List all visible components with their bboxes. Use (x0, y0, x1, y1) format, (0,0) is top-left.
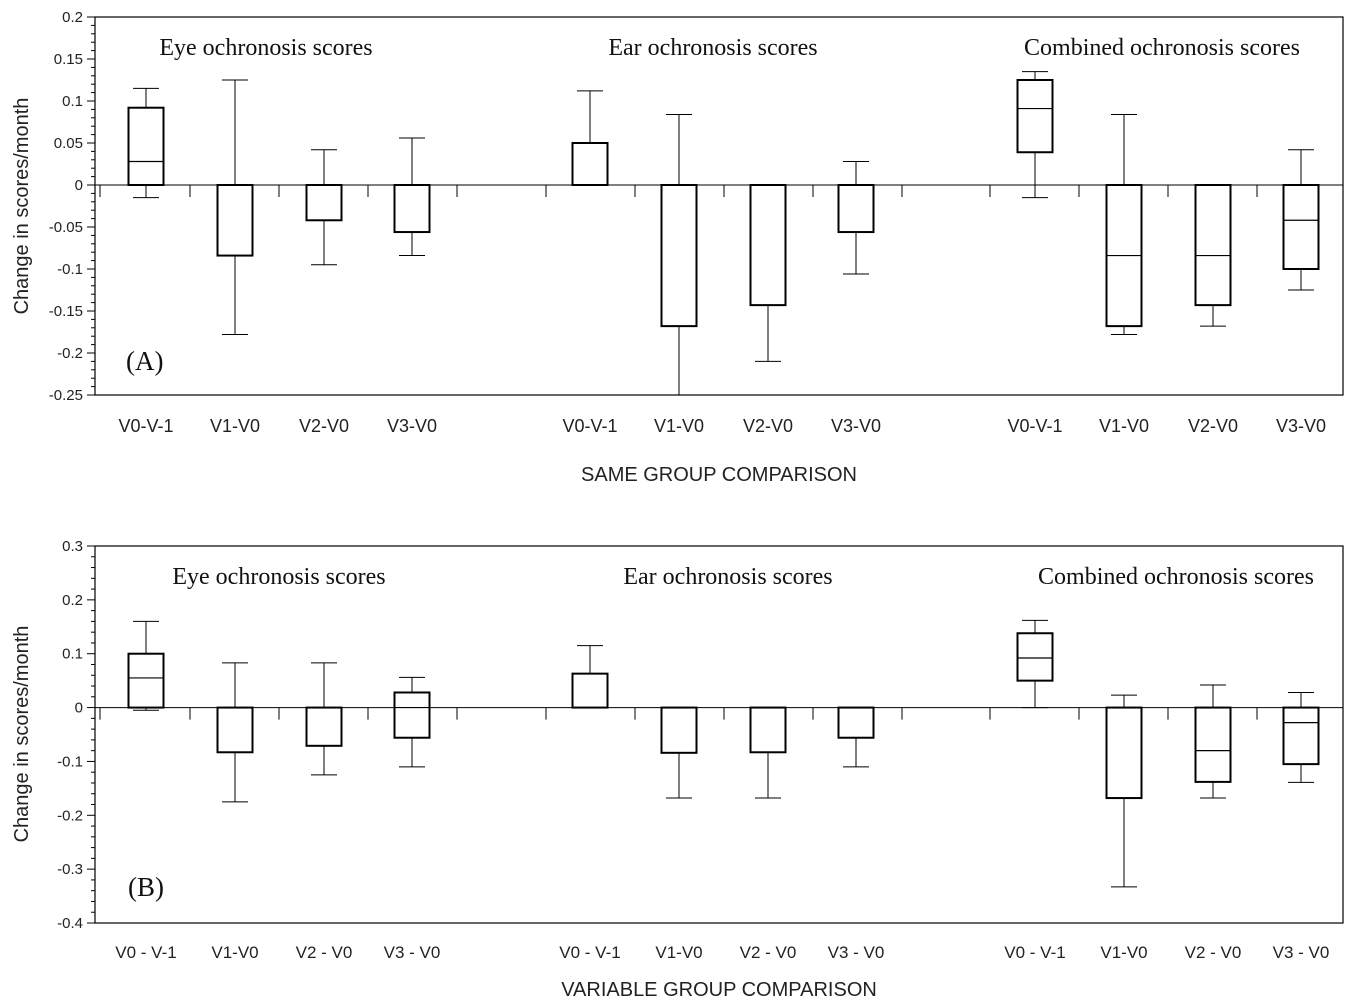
group-label: Ear ochronosis scores (608, 35, 817, 61)
box (571, 142, 609, 186)
box (1194, 184, 1232, 307)
box (393, 184, 431, 234)
x-tick-label: V2 - V0 (296, 943, 353, 962)
box (305, 706, 343, 747)
box (571, 672, 609, 709)
group-label: Eye ochronosis scores (159, 35, 372, 61)
y-tick-label: -0.1 (57, 261, 83, 278)
y-tick-label: -0.05 (49, 219, 83, 236)
y-tick-label: 0.1 (62, 93, 83, 110)
x-tick-label: V3 - V0 (828, 943, 885, 962)
x-tick-label: V0 - V-1 (1004, 943, 1065, 962)
panel-label: (B) (128, 872, 164, 902)
box (127, 652, 165, 709)
box (749, 706, 787, 754)
y-axis-label: Change in scores/month (11, 98, 33, 315)
group-label: Ear ochronosis scores (623, 564, 832, 590)
box (660, 706, 698, 754)
box (1105, 706, 1143, 800)
plot-frame (94, 16, 1344, 396)
x-tick-label: V2-V0 (1188, 416, 1238, 436)
box (837, 184, 875, 234)
y-tick-label: 0.05 (54, 135, 83, 152)
group-label: Combined ochronosis scores (1024, 35, 1300, 61)
box (1194, 706, 1232, 783)
y-tick-label: -0.2 (57, 807, 83, 824)
x-tick-label: V3-V0 (831, 416, 881, 436)
x-tick-label: V0 - V-1 (559, 943, 620, 962)
box (305, 184, 343, 222)
x-tick-label: V0 - V-1 (115, 943, 176, 962)
box (127, 106, 165, 186)
x-tick-label: V0-V-1 (1007, 416, 1062, 436)
x-axis-label: SAME GROUP COMPARISON (581, 464, 857, 486)
box (837, 706, 875, 739)
x-tick-label: V2-V0 (743, 416, 793, 436)
plot-frame (94, 545, 1344, 924)
y-tick-label: 0 (75, 700, 83, 717)
x-tick-label: V1-V0 (654, 416, 704, 436)
box (1016, 79, 1054, 154)
panel-a: 0.2 0.15 0.1 0.05 0 -0.05 -0.1 -0.15 -0.2 -0.25 Ch… (11, 9, 1344, 486)
box (749, 184, 787, 307)
x-tick-label: V0-V-1 (118, 416, 173, 436)
y-tick-label: -0.1 (57, 753, 83, 770)
x-tick-label: V0-V-1 (562, 416, 617, 436)
x-tick-label: V1-V0 (211, 943, 258, 962)
y-tick-label: 0.3 (62, 538, 83, 555)
box (1282, 706, 1320, 766)
box (660, 184, 698, 328)
x-tick-label: V3-V0 (387, 416, 437, 436)
x-tick-label: V2 - V0 (1185, 943, 1242, 962)
box (216, 706, 254, 754)
x-tick-label: V1-V0 (1100, 943, 1147, 962)
x-tick-label: V1-V0 (655, 943, 702, 962)
panel-label: (A) (126, 346, 163, 376)
y-tick-label: 0.15 (54, 51, 83, 68)
box (393, 691, 431, 739)
x-tick-label: V2 - V0 (740, 943, 797, 962)
x-tick-label: V3 - V0 (1273, 943, 1330, 962)
box (1016, 632, 1054, 682)
y-tick-label: 0.2 (62, 9, 83, 26)
y-tick-label: 0.1 (62, 646, 83, 663)
x-tick-label: V3 - V0 (384, 943, 441, 962)
x-tick-label: V2-V0 (299, 416, 349, 436)
y-tick-label: 0 (75, 177, 83, 194)
x-tick-label: V1-V0 (210, 416, 260, 436)
y-tick-label: -0.3 (57, 861, 83, 878)
box (216, 184, 254, 257)
group-label: Eye ochronosis scores (172, 564, 385, 590)
y-tick-label: -0.2 (57, 345, 83, 362)
y-tick-label: 0.2 (62, 592, 83, 609)
x-tick-label: V1-V0 (1099, 416, 1149, 436)
group-label: Combined ochronosis scores (1038, 564, 1314, 590)
y-axis-label: Change in scores/month (11, 626, 33, 843)
x-tick-label: V3-V0 (1276, 416, 1326, 436)
y-tick-label: -0.25 (49, 387, 83, 404)
panel-b: 0.3 0.2 0.1 0 -0.1 -0.2 -0.3 -0.4 Change in scor… (11, 538, 1344, 1000)
y-tick-label: -0.15 (49, 303, 83, 320)
x-axis-label: VARIABLE GROUP COMPARISON (561, 979, 877, 1000)
y-tick-label: -0.4 (57, 915, 83, 932)
box (1282, 184, 1320, 270)
